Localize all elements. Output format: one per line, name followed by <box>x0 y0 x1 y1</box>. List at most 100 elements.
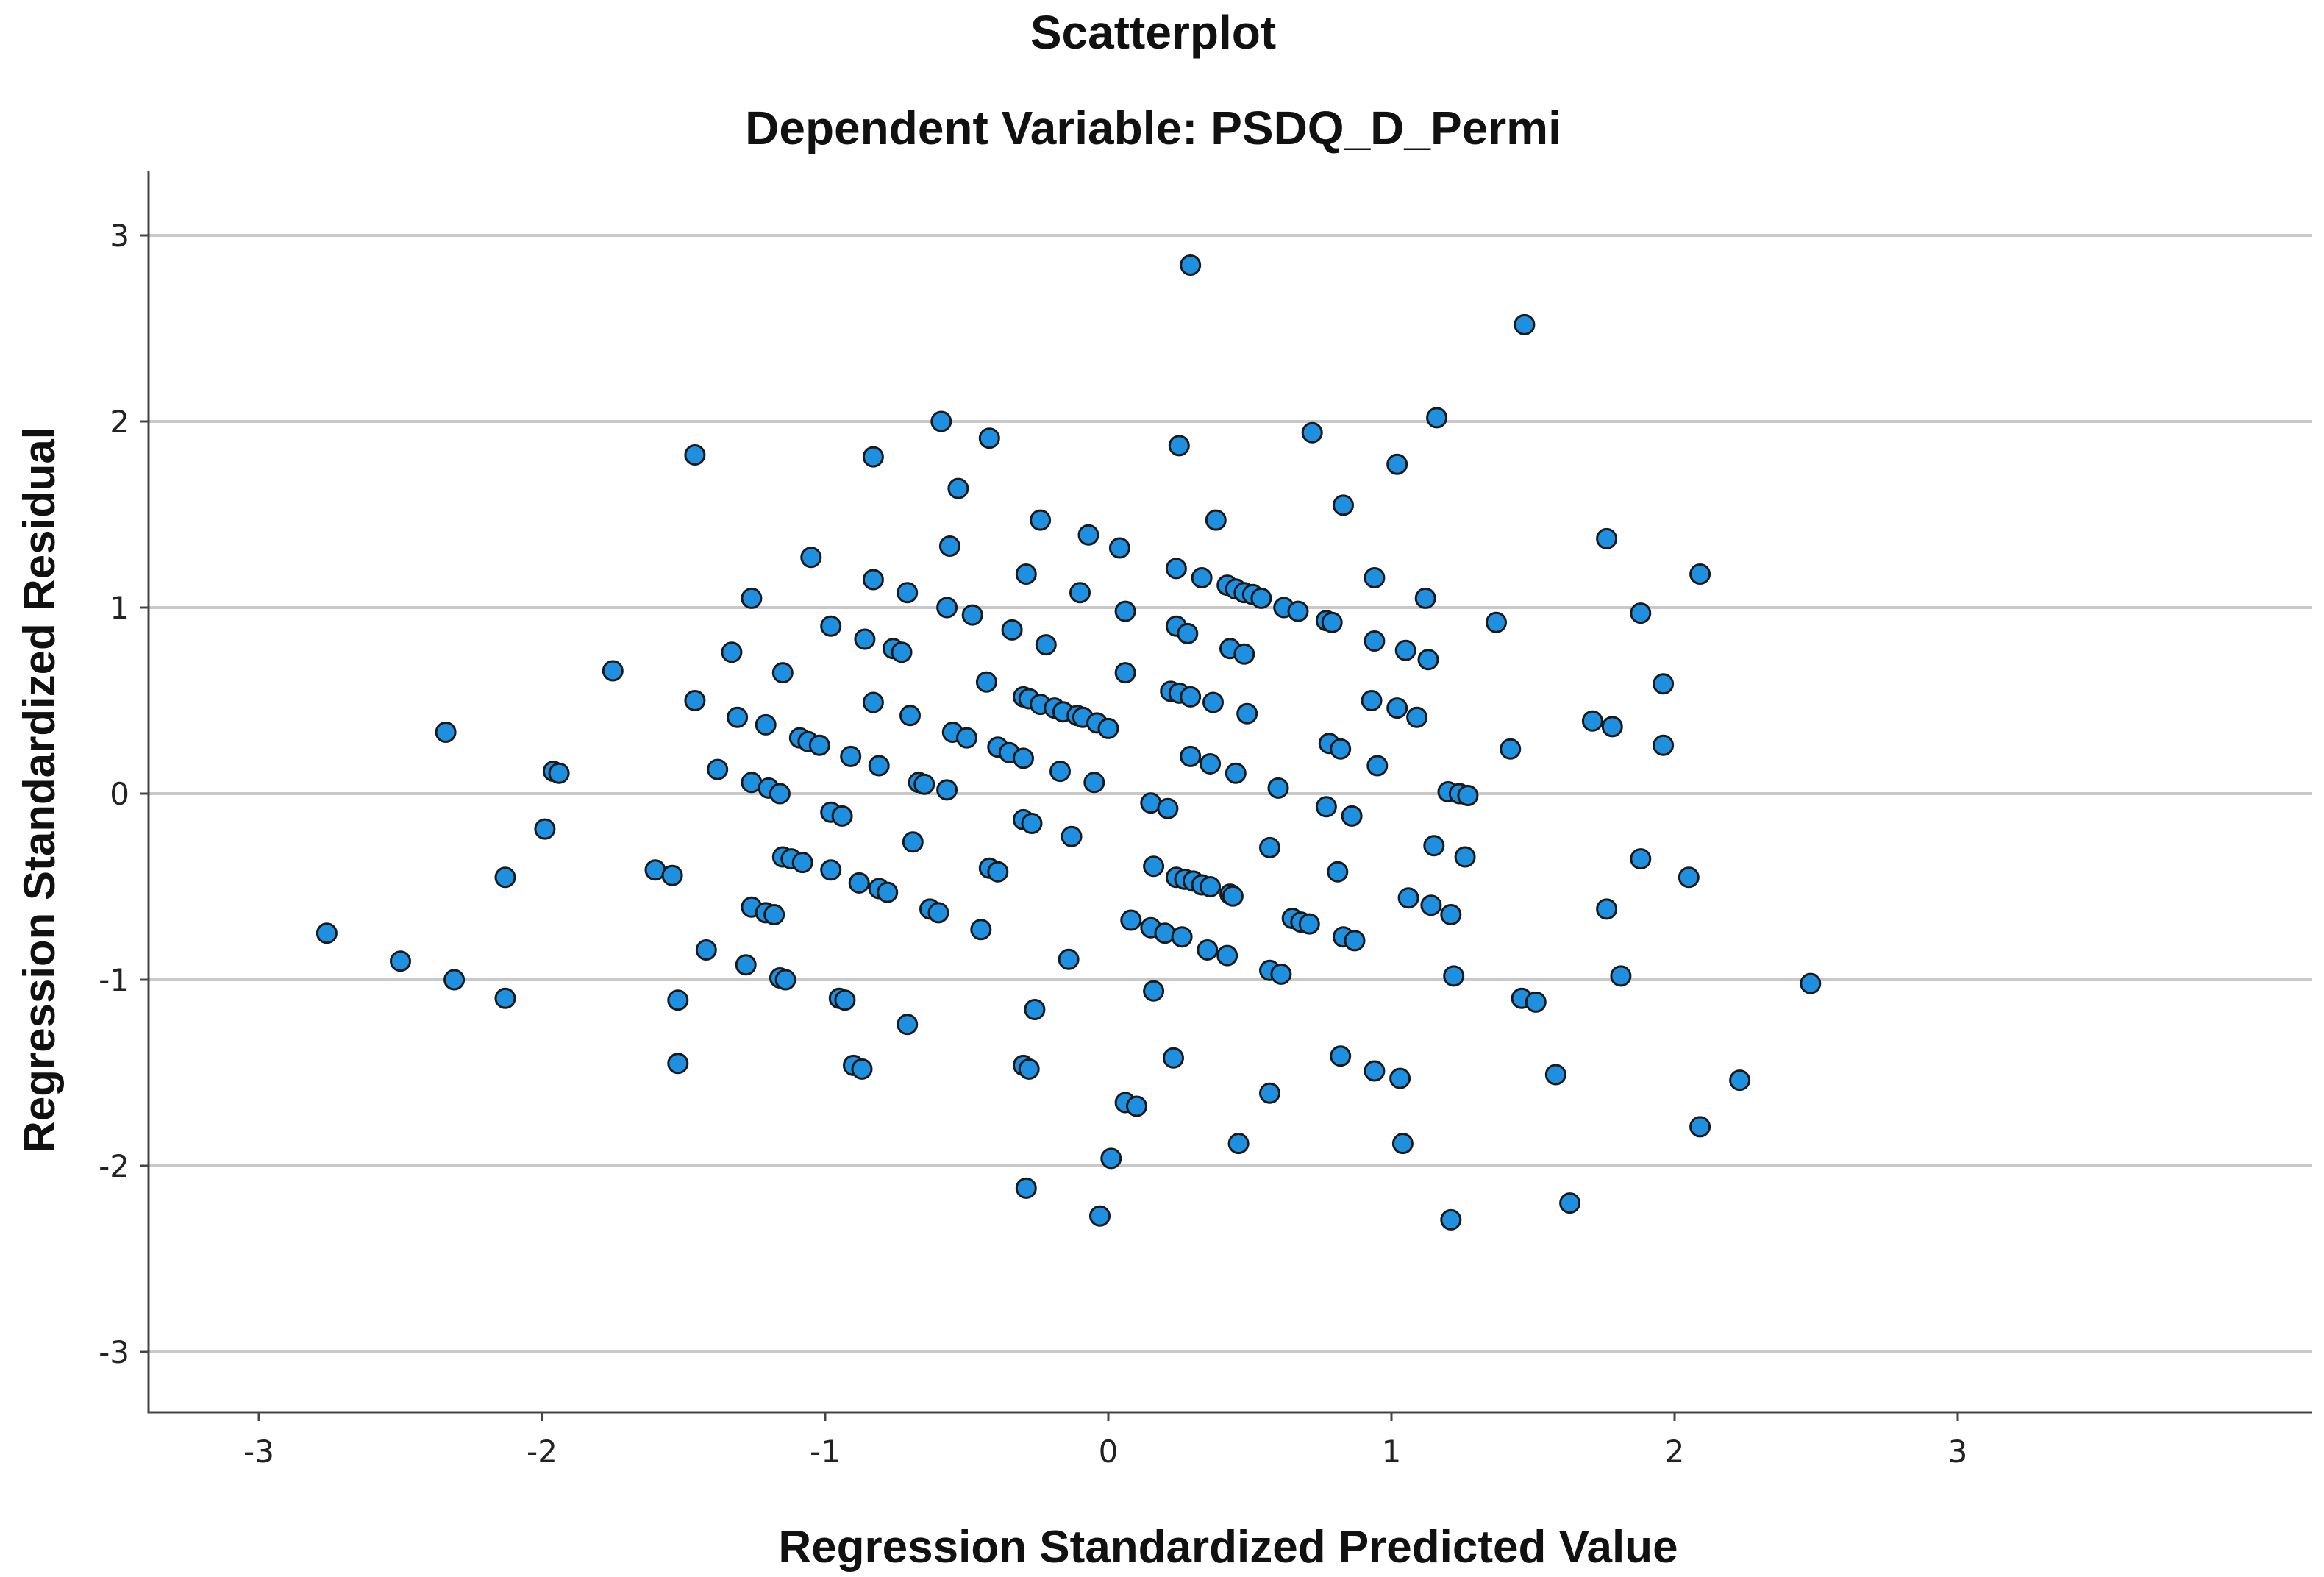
scatter-point <box>791 852 813 874</box>
scatter-point <box>1100 1147 1122 1170</box>
scatter-point <box>695 939 717 961</box>
scatter-point <box>1414 587 1436 609</box>
scatter-point <box>902 831 924 853</box>
scatter-point <box>1089 1205 1111 1227</box>
scatter-point <box>1341 805 1363 827</box>
scatter-point <box>1267 777 1289 799</box>
scatter-point <box>548 762 570 784</box>
scatter-point <box>834 989 856 1011</box>
plot-frame <box>147 171 2312 1414</box>
scatter-point <box>1250 587 1272 609</box>
scatter-point <box>831 805 853 827</box>
scatter-point <box>1391 1133 1414 1155</box>
scatter-point <box>494 866 516 889</box>
scatter-point <box>1200 876 1222 897</box>
scatter-point <box>1143 980 1165 1002</box>
scatter-point <box>1610 965 1632 987</box>
scatter-point <box>862 691 884 713</box>
scatter-point <box>947 477 969 499</box>
scatter-point <box>1024 999 1046 1020</box>
scatter-point <box>1061 825 1083 847</box>
scatter-point <box>1653 673 1675 695</box>
scatter-point <box>1114 600 1136 622</box>
scatter-point <box>755 713 777 736</box>
scatter-point <box>1287 600 1309 622</box>
scatter-point <box>1315 796 1337 818</box>
scatter-point <box>1015 1177 1037 1199</box>
scatter-point <box>936 597 958 619</box>
scatter-point <box>899 705 921 727</box>
y-tick-label: -2 <box>99 1148 129 1184</box>
scatter-point <box>1165 558 1187 580</box>
scatter-point <box>1454 846 1476 868</box>
scatter-point <box>1049 761 1071 783</box>
scatter-point <box>1191 567 1213 588</box>
scatter-point <box>316 922 338 944</box>
scatter-point <box>1800 972 1822 994</box>
scatter-point <box>1177 622 1199 644</box>
scatter-point <box>1630 602 1652 624</box>
scatter-point <box>1596 898 1618 920</box>
scatter-point <box>684 690 706 711</box>
scatter-point <box>1514 313 1536 335</box>
y-axis-ticks: 3 2 1 0 -1 -2 -3 <box>99 218 149 1370</box>
scatter-point <box>897 1014 919 1036</box>
x-tick-label: -2 <box>527 1434 557 1470</box>
scatter-point <box>667 989 689 1011</box>
scatter-point <box>1689 563 1711 585</box>
scatter-point <box>1225 762 1247 784</box>
scatter-point <box>1440 1208 1462 1231</box>
scatter-point <box>1180 254 1202 276</box>
scatter-point <box>1227 1133 1250 1155</box>
scatter-point <box>1630 848 1652 870</box>
x-tick-label: 2 <box>1665 1434 1685 1470</box>
scatter-point <box>970 919 992 941</box>
y-axis-label: Regression Standardized Residual <box>15 427 64 1153</box>
scatter-point <box>443 969 466 991</box>
scatter-point <box>707 758 729 780</box>
scatter-point <box>1120 909 1142 931</box>
y-tick-label: -3 <box>99 1334 129 1370</box>
scatter-point <box>1097 717 1119 739</box>
scatter-point <box>1270 963 1292 985</box>
scatter-point <box>897 582 919 604</box>
scatter-point <box>820 615 842 637</box>
scatter-point <box>1426 407 1448 429</box>
scatter-point <box>602 660 624 682</box>
scatter-point <box>913 773 935 795</box>
scatter-point <box>978 427 1000 449</box>
scatter-point <box>1601 716 1623 738</box>
scatter-point <box>1406 706 1428 728</box>
scatter-point <box>1596 527 1618 549</box>
scatter-point <box>774 969 796 991</box>
scatter-point <box>1157 797 1179 819</box>
y-tick-label: 2 <box>110 404 129 440</box>
scatter-point <box>1001 619 1023 641</box>
scatter-point <box>741 587 763 609</box>
x-tick-label: -1 <box>810 1434 841 1470</box>
scatter-point <box>1259 836 1280 858</box>
scatter-point <box>848 872 870 894</box>
scatter-point <box>1386 453 1408 475</box>
scatter-point <box>1544 1064 1566 1086</box>
scatter-point <box>1222 885 1244 907</box>
scatter-point <box>868 755 890 777</box>
scatter-point <box>800 547 822 569</box>
x-axis-ticks: -3 -2 -1 0 1 2 3 <box>243 1412 1967 1470</box>
scatter-point <box>1389 1067 1411 1089</box>
scatter-point <box>1440 904 1462 925</box>
horizontal-gridlines <box>149 234 2312 1353</box>
scatter-point <box>1420 894 1442 916</box>
scatter-point <box>1321 611 1343 633</box>
scatter-point <box>862 446 884 468</box>
scatter-point <box>1015 563 1037 585</box>
scatter-point <box>721 641 743 663</box>
scatter-point <box>862 569 884 591</box>
scatter-point <box>1559 1192 1581 1214</box>
scatter-point <box>1143 855 1165 878</box>
scatter-point <box>1330 738 1352 760</box>
chart-subtitle: Dependent Variable: PSDQ_D_Permi <box>745 102 1561 154</box>
scatter-point <box>1205 509 1227 531</box>
scatter-point <box>1397 887 1419 909</box>
